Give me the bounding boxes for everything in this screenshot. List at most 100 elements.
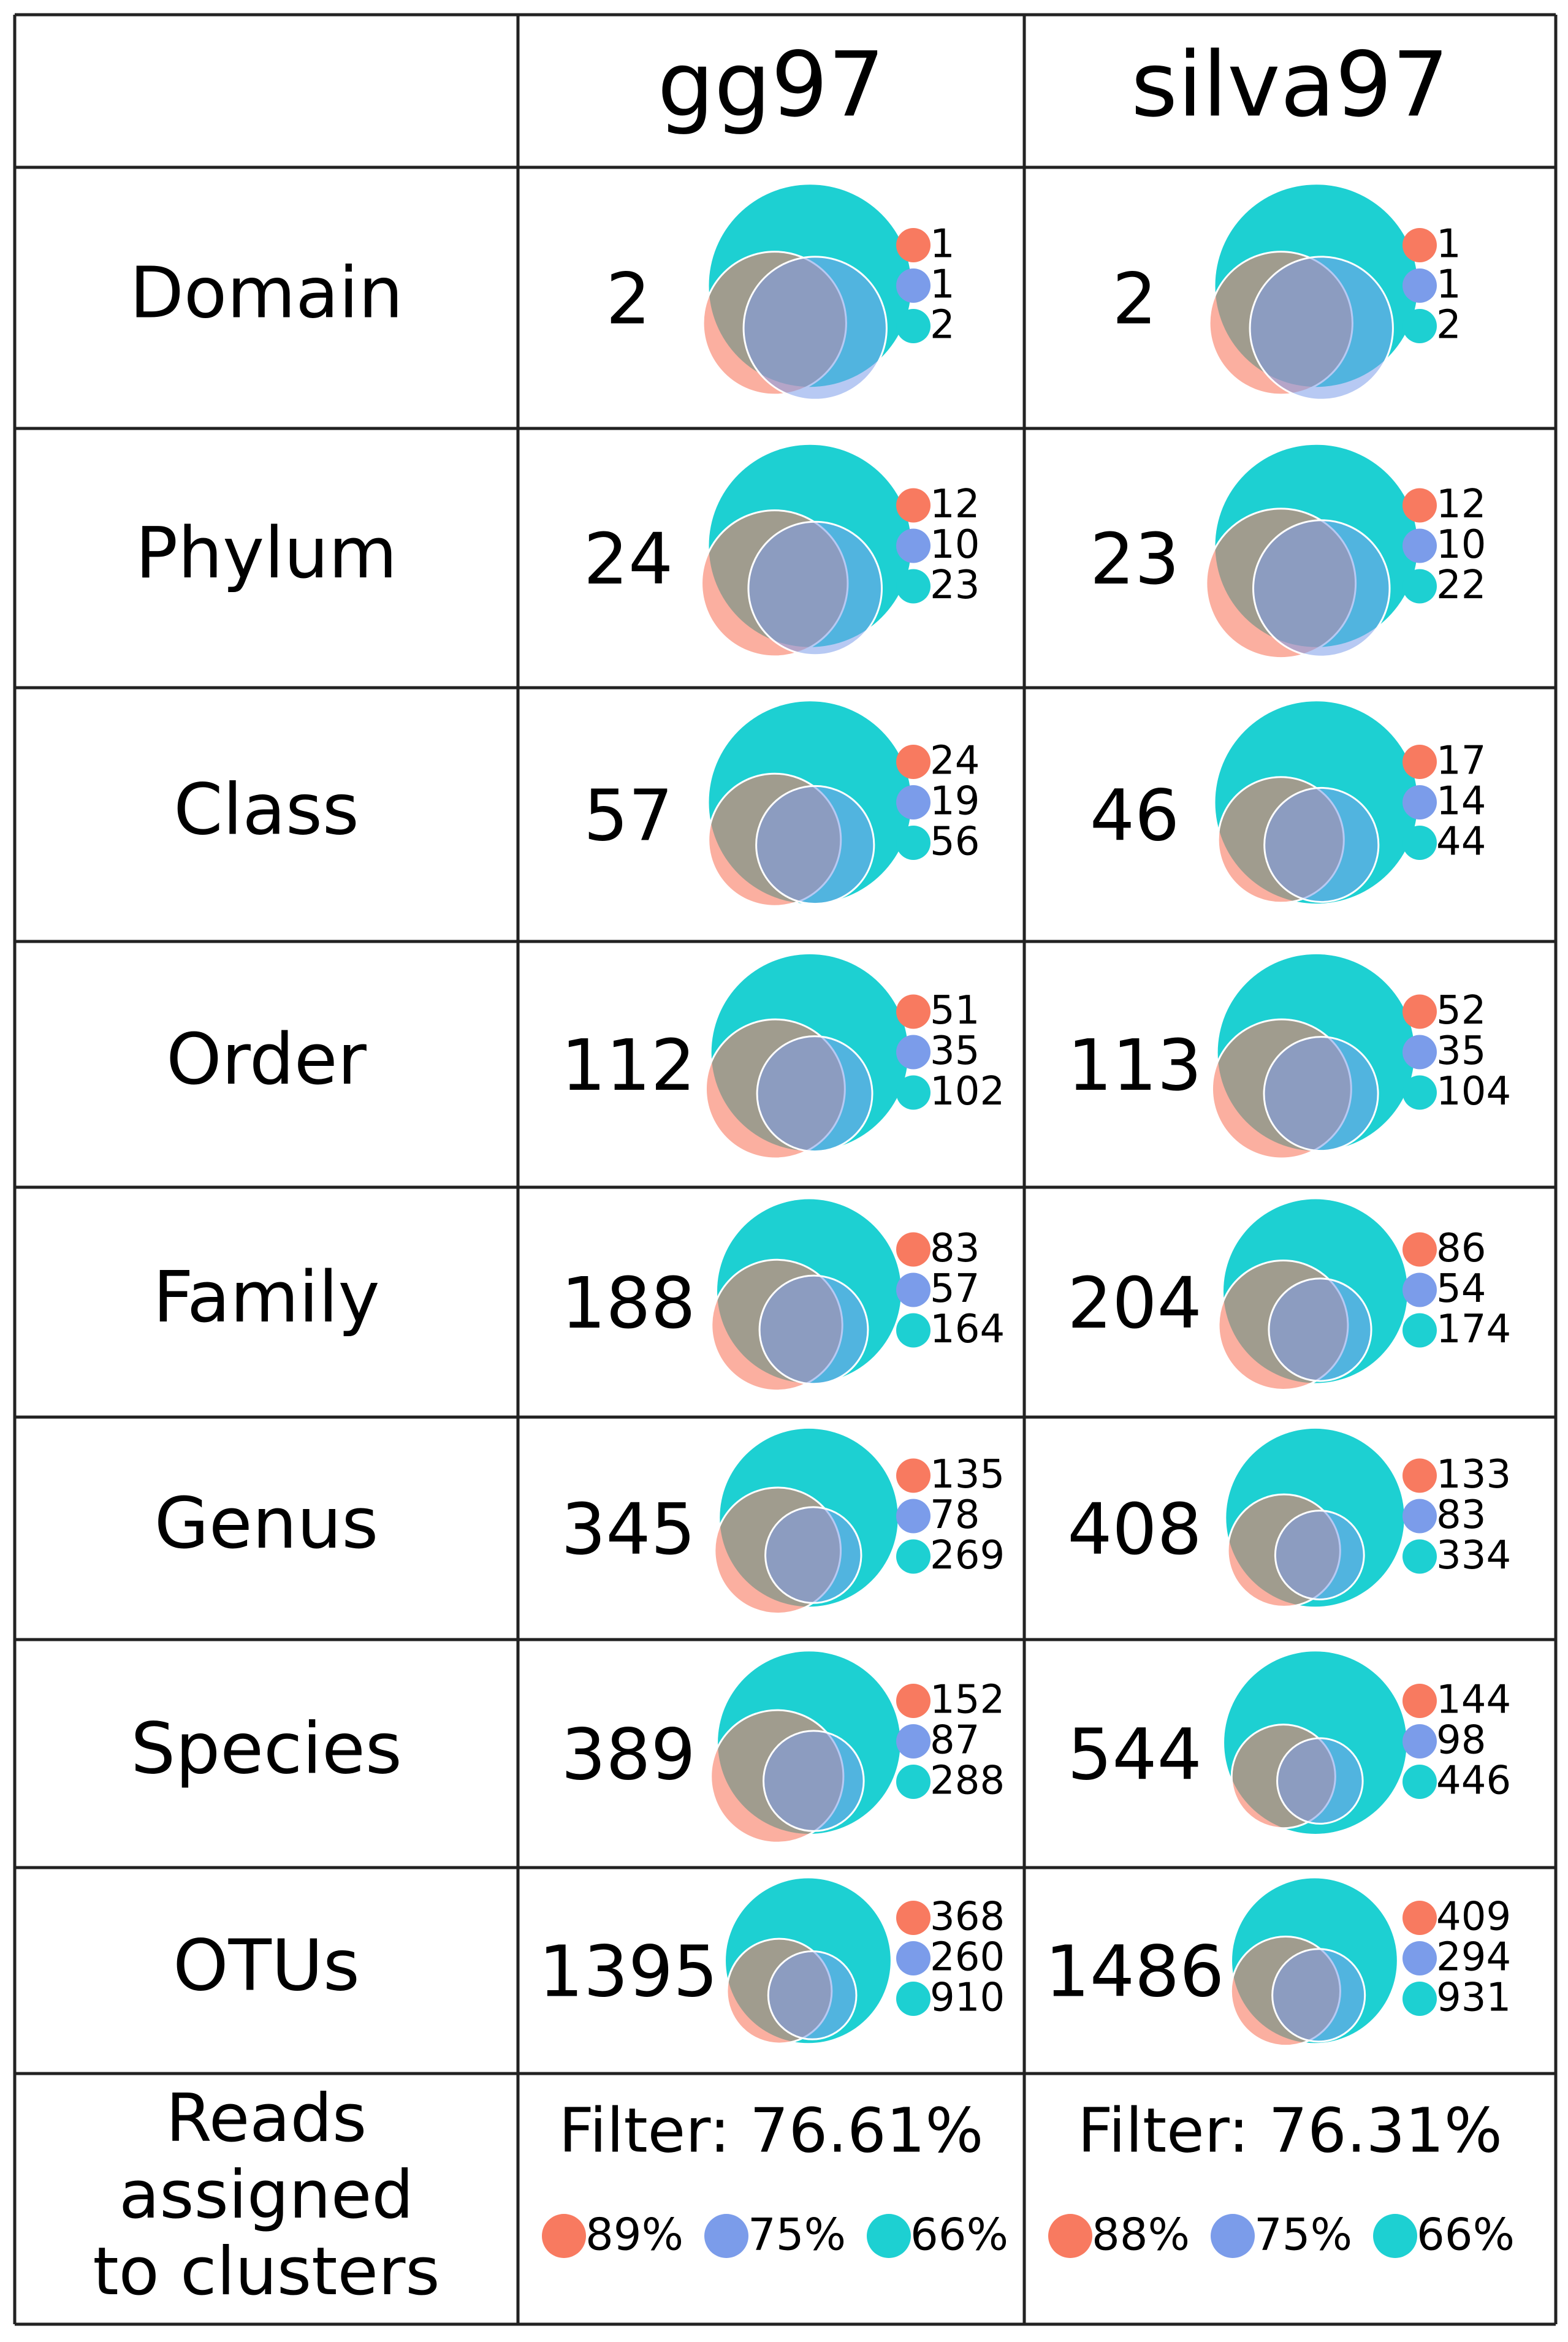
legend-count: 931 xyxy=(1436,1975,1511,2021)
legend-count: 57 xyxy=(930,1266,980,1312)
total-count: 204 xyxy=(1067,1263,1202,1345)
legend-count: 1 xyxy=(930,222,955,267)
legend-count: 51 xyxy=(930,988,980,1033)
total-count: 389 xyxy=(561,1714,696,1796)
legend-dot xyxy=(1402,1765,1437,1799)
legend-count: 10 xyxy=(930,522,980,568)
legend-count: 174 xyxy=(1436,1307,1511,1352)
legend-dot xyxy=(1402,1684,1437,1718)
legend-dot xyxy=(1402,1272,1437,1307)
row-label: Genus xyxy=(154,1483,379,1565)
legend-count: 1 xyxy=(1436,262,1461,308)
legend-count: 14 xyxy=(1436,779,1486,824)
legend-dot xyxy=(896,488,931,523)
venn-blue xyxy=(1252,519,1391,658)
legend-dot xyxy=(1402,1941,1437,1975)
legend-count: 133 xyxy=(1436,1452,1511,1497)
percent-text: 75% xyxy=(1254,2209,1352,2260)
legend-dot xyxy=(1402,488,1437,523)
venn-blue xyxy=(755,785,875,905)
percent-dot xyxy=(1373,2214,1417,2258)
row-label: Domain xyxy=(129,253,403,335)
legend-count: 2 xyxy=(930,303,955,348)
total-count: 2 xyxy=(1112,259,1157,341)
total-count: 345 xyxy=(561,1489,696,1571)
total-count: 112 xyxy=(561,1025,696,1107)
filter-text: Filter: 76.31% xyxy=(1078,2094,1502,2166)
legend-count: 910 xyxy=(930,1975,1005,2021)
legend-dot xyxy=(1402,1458,1437,1493)
reads-label: Reads xyxy=(166,2080,367,2157)
legend-dot xyxy=(1402,1539,1437,1574)
legend-count: 409 xyxy=(1436,1895,1511,1940)
percent-dot xyxy=(1048,2214,1092,2258)
legend-dot xyxy=(896,1458,931,1493)
percent-text: 66% xyxy=(910,2209,1008,2260)
total-count: 1486 xyxy=(1045,1931,1225,2013)
reads-label: assigned xyxy=(119,2157,414,2234)
legend-count: 152 xyxy=(930,1678,1005,1723)
legend-count: 144 xyxy=(1436,1678,1511,1723)
venn-blue xyxy=(764,1506,862,1604)
legend-dot xyxy=(1402,1901,1437,1935)
total-count: 113 xyxy=(1067,1025,1202,1107)
legend-dot xyxy=(896,1075,931,1110)
legend-dot xyxy=(896,1499,931,1534)
percent-text: 66% xyxy=(1417,2209,1515,2260)
venn-blue xyxy=(1263,1036,1379,1152)
venn-blue xyxy=(1276,1737,1364,1825)
venn-blue xyxy=(1271,1948,1366,2043)
percent-text: 89% xyxy=(585,2209,683,2260)
legend-dot xyxy=(1402,994,1437,1029)
legend-count: 83 xyxy=(1436,1492,1486,1538)
legend-dot xyxy=(896,785,931,819)
legend-count: 35 xyxy=(1436,1028,1486,1074)
total-count: 188 xyxy=(561,1263,696,1345)
legend-dot xyxy=(1402,1075,1437,1110)
legend-count: 12 xyxy=(930,482,980,527)
legend-dot xyxy=(1402,826,1437,860)
legend-dot xyxy=(1402,1724,1437,1758)
total-count: 408 xyxy=(1067,1489,1202,1571)
legend-dot xyxy=(1402,1499,1437,1534)
venn-blue xyxy=(1249,256,1394,401)
legend-dot xyxy=(896,1982,931,2016)
venn-blue xyxy=(756,1035,873,1153)
legend-count: 10 xyxy=(1436,522,1486,568)
legend-dot xyxy=(896,1684,931,1718)
row-label: Species xyxy=(131,1708,402,1790)
column-header: gg97 xyxy=(657,33,885,137)
legend-count: 12 xyxy=(1436,482,1486,527)
legend-dot xyxy=(896,1232,931,1267)
legend-dot xyxy=(1402,1232,1437,1267)
total-count: 23 xyxy=(1090,519,1179,601)
legend-dot xyxy=(896,1901,931,1935)
legend-count: 44 xyxy=(1436,819,1486,865)
legend-dot xyxy=(896,1724,931,1758)
legend-count: 35 xyxy=(930,1028,980,1074)
legend-count: 19 xyxy=(930,779,980,824)
legend-dot xyxy=(896,1035,931,1070)
legend-count: 294 xyxy=(1436,1935,1511,1980)
legend-dot xyxy=(896,569,931,604)
legend-dot xyxy=(896,745,931,779)
legend-count: 1 xyxy=(1436,222,1461,267)
legend-count: 87 xyxy=(930,1718,980,1763)
legend-dot xyxy=(896,1941,931,1975)
legend-count: 86 xyxy=(1436,1226,1486,1271)
percent-dot xyxy=(542,2214,586,2258)
venn-blue xyxy=(742,256,888,401)
legend-dot xyxy=(1402,569,1437,604)
legend-dot xyxy=(1402,745,1437,779)
legend-count: 23 xyxy=(930,563,980,608)
legend-count: 2 xyxy=(1436,303,1461,348)
legend-dot xyxy=(896,309,931,343)
total-count: 544 xyxy=(1067,1714,1202,1796)
total-count: 57 xyxy=(584,775,673,857)
legend-count: 52 xyxy=(1436,988,1486,1033)
percent-text: 88% xyxy=(1092,2209,1190,2260)
legend-count: 54 xyxy=(1436,1266,1486,1312)
total-count: 24 xyxy=(584,519,673,601)
